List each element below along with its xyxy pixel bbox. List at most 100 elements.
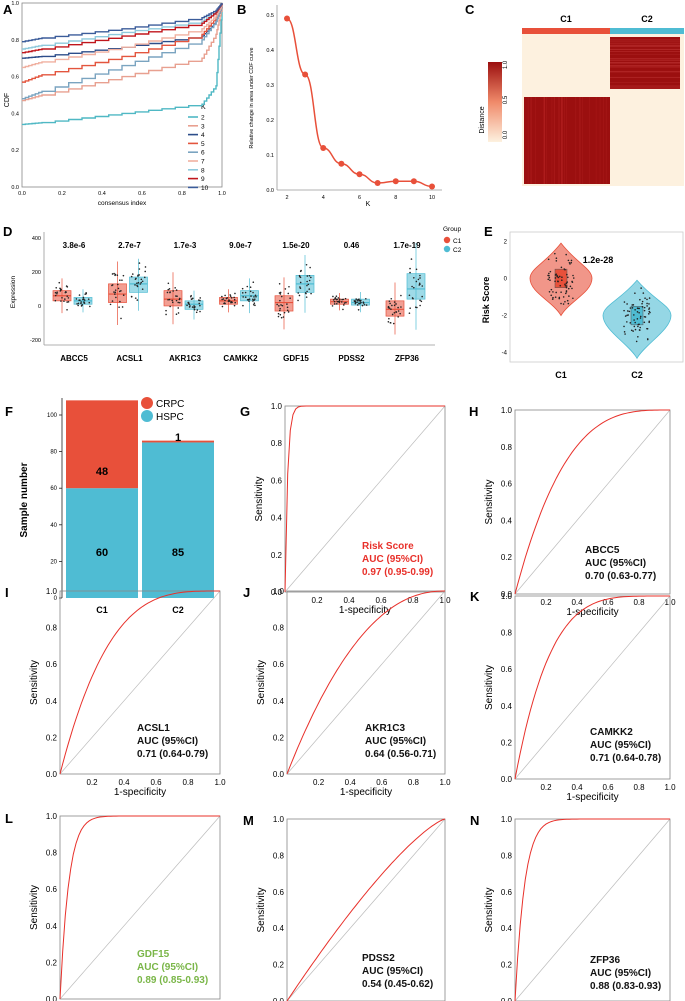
d-pvalue-acsl1: 2.7e-7 — [118, 241, 141, 250]
roc-ytick: 1.0 — [46, 812, 58, 821]
d-jitter-point — [114, 289, 117, 291]
d-jitter-point — [78, 294, 81, 296]
e-point — [624, 333, 626, 335]
e-point — [565, 290, 568, 292]
f-ytick: 0 — [54, 596, 58, 602]
d-jitter-point — [358, 299, 361, 302]
d-jitter-point — [278, 292, 281, 294]
roc-diagonal — [514, 409, 671, 595]
b-point-k6 — [356, 171, 363, 178]
e-point — [556, 275, 559, 278]
d-jitter-point — [165, 309, 167, 312]
d-jitter-point — [109, 303, 112, 306]
roc-xlabel: 1-specificity — [114, 787, 166, 798]
a-legend-label-3: 3 — [201, 123, 205, 130]
roc-panel-label-h: H — [469, 404, 478, 419]
roc-xtick: 0.2 — [540, 783, 552, 792]
d-jitter-point — [331, 305, 334, 307]
e-point — [548, 291, 551, 293]
roc-auc-label: AUC (95%CI) — [590, 740, 651, 751]
d-jitter-point — [171, 299, 173, 302]
d-jitter-point — [417, 278, 420, 281]
e-point — [637, 325, 639, 328]
e-point — [640, 287, 642, 289]
e-point — [626, 321, 628, 323]
roc-xtick: 0.4 — [118, 778, 130, 787]
e-point — [632, 330, 634, 332]
a-series-line-6 — [22, 4, 223, 100]
panel-e-violin: Risk Score 1.2e-28 2 0 -2 -4 C1 C2 — [481, 231, 684, 380]
d-ylabel: Expression — [10, 276, 17, 309]
roc-ytick: 0.8 — [271, 439, 283, 448]
d-jitter-point — [254, 294, 257, 297]
roc-ytick: 0.2 — [273, 961, 285, 970]
e-point — [623, 325, 625, 328]
d-jitter-point — [280, 295, 283, 298]
roc-auc-value: 0.54 (0.45-0.62) — [362, 979, 433, 990]
e-ylabel: Risk Score — [481, 277, 491, 324]
d-jitter-point — [361, 304, 364, 307]
d-jitter-point — [177, 301, 180, 304]
e-point — [566, 281, 569, 283]
d-jitter-point — [75, 298, 78, 300]
f-legend-crpc-dot — [141, 397, 153, 409]
d-jitter-point — [336, 298, 338, 301]
d-jitter-point — [365, 297, 367, 300]
roc-xtick: 0.6 — [376, 778, 388, 787]
d-jitter-point — [297, 299, 299, 302]
roc-frame — [286, 818, 446, 1001]
d-jitter-point — [137, 274, 139, 276]
e-point — [554, 252, 556, 255]
d-jitter-point — [77, 302, 80, 305]
b-xtick: 10 — [429, 195, 435, 201]
roc-ytick: 0.2 — [271, 551, 283, 560]
d-jitter-point — [355, 298, 357, 300]
e-point — [641, 302, 643, 305]
roc-xlabel: 1-specificity — [340, 787, 392, 798]
roc-auc-label: AUC (95%CI) — [137, 736, 198, 747]
d-jitter-point — [59, 287, 61, 290]
f-xlabel-c1: C1 — [96, 605, 108, 615]
panel-a-cdf-chart: CDF consensus index K 0.0 0.2 0.4 0.6 0.8 1.0… — [4, 1, 226, 207]
roc-ytick: 0.8 — [273, 624, 285, 633]
a-series-line-10 — [22, 3, 223, 43]
e-point — [631, 304, 634, 306]
a-series-line-3 — [22, 4, 223, 102]
f-ytick: 80 — [50, 450, 57, 456]
d-jitter-point — [335, 303, 338, 305]
d-jitter-point — [253, 302, 256, 305]
e-point — [550, 294, 553, 297]
d-box-c2-zfp36 — [406, 273, 426, 300]
roc-ytick: 1.0 — [273, 815, 285, 824]
d-jitter-point — [193, 306, 196, 309]
roc-panel-j: J 0.0 0.2 0.2 0.4 0.4 0.6 0.6 0.8 0.8 1.0 1.0 1-spec… — [243, 585, 451, 798]
roc-diagonal — [286, 590, 446, 775]
d-jitter-point — [190, 294, 192, 297]
b-point-k9 — [410, 178, 417, 185]
roc-ytick: 0.4 — [273, 924, 285, 933]
e-point — [643, 321, 646, 324]
d-jitter-point — [333, 300, 336, 303]
roc-frame — [514, 409, 671, 595]
e-point — [549, 279, 551, 282]
e-point — [554, 280, 556, 283]
roc-auc-value: 0.71 (0.64-0.78) — [590, 753, 661, 764]
e-point — [628, 310, 631, 313]
roc-ytick: 0.8 — [501, 629, 513, 638]
roc-ytick: 0.6 — [501, 665, 513, 674]
roc-auc-label: AUC (95%CI) — [590, 968, 651, 979]
f-label-c1-crpc: 48 — [96, 466, 108, 478]
roc-panel-label-l: L — [5, 811, 13, 826]
e-point — [630, 329, 633, 332]
d-jitter-point — [221, 305, 224, 308]
panel-label-f: F — [5, 404, 13, 419]
roc-frame — [514, 595, 671, 780]
d-jitter-point — [138, 262, 141, 264]
d-jitter-point — [397, 306, 399, 309]
roc-xtick: 0.4 — [343, 596, 355, 605]
roc-ytick: 0.6 — [273, 888, 285, 897]
roc-ytick: 0.6 — [271, 476, 283, 485]
d-jitter-point — [120, 317, 122, 320]
e-point — [548, 276, 551, 279]
d-jitter-point — [80, 304, 83, 307]
